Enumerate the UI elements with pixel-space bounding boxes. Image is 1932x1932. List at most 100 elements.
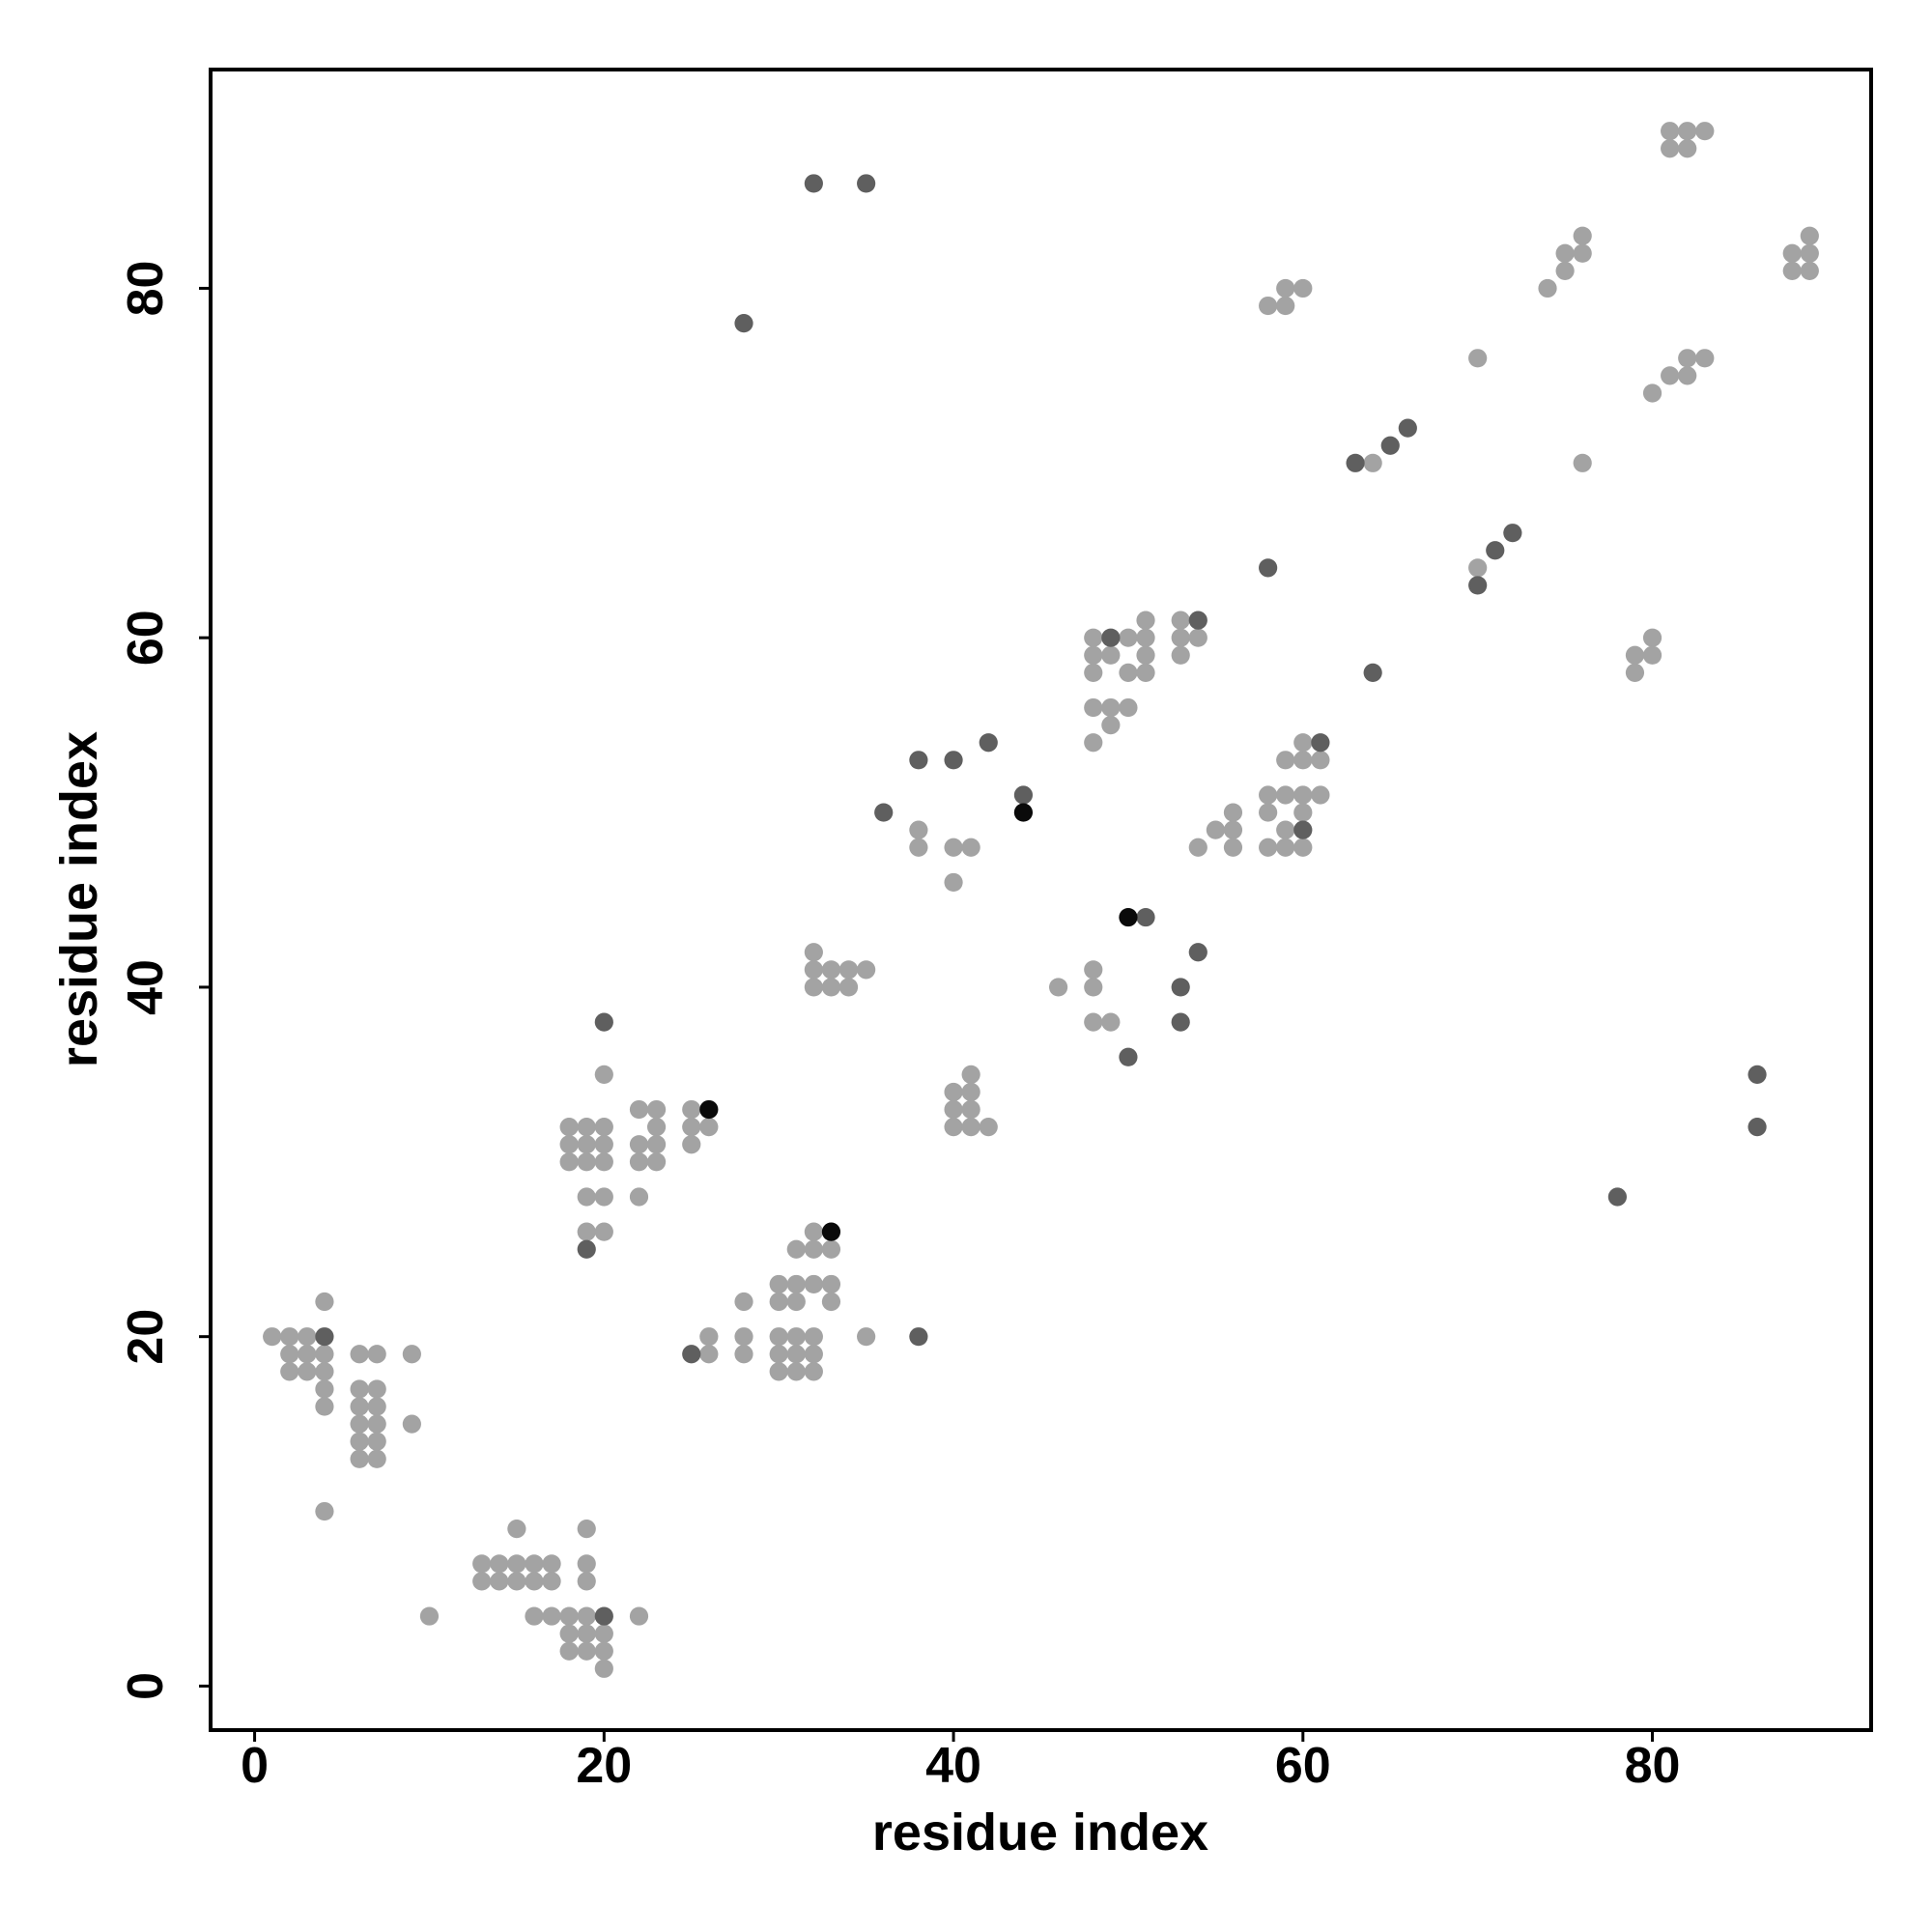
point (1468, 349, 1488, 368)
point (577, 1118, 596, 1137)
point (577, 1641, 596, 1661)
point (525, 1554, 544, 1574)
x-tick-label: 80 (1625, 1738, 1681, 1794)
point (804, 1222, 823, 1241)
point (1084, 697, 1103, 718)
point (1101, 628, 1121, 647)
point (1468, 576, 1488, 595)
point (944, 1082, 963, 1102)
point (734, 1345, 753, 1364)
point (1800, 243, 1819, 263)
point (682, 1099, 701, 1120)
point (507, 1572, 526, 1591)
point (821, 960, 841, 980)
point (646, 1152, 667, 1172)
point (1555, 261, 1575, 280)
point (1276, 785, 1295, 805)
point (1800, 226, 1819, 245)
point (315, 1397, 334, 1416)
point (769, 1327, 788, 1347)
point (909, 820, 928, 839)
point (1555, 243, 1575, 263)
point (1259, 803, 1278, 822)
point (961, 1065, 980, 1084)
point (577, 1187, 596, 1207)
point (1695, 122, 1715, 141)
point (944, 838, 963, 857)
point (1468, 558, 1488, 578)
point (594, 1012, 613, 1032)
point (961, 838, 980, 857)
point (559, 1624, 579, 1643)
point (559, 1606, 579, 1626)
point (1171, 628, 1190, 647)
point (821, 978, 841, 997)
point (1678, 366, 1697, 385)
x-tick-label: 40 (925, 1738, 981, 1794)
point (804, 1239, 823, 1259)
point (804, 978, 823, 997)
y-tick-label: 20 (118, 1309, 174, 1365)
point (1101, 697, 1121, 718)
point (1625, 645, 1645, 665)
point (542, 1554, 561, 1574)
point (1084, 628, 1103, 647)
point (1259, 838, 1278, 857)
y-tick-label: 60 (118, 610, 174, 666)
point (525, 1572, 544, 1591)
point (577, 1606, 596, 1626)
point (1136, 628, 1155, 647)
point (786, 1345, 806, 1364)
point (1293, 838, 1313, 857)
point (1661, 139, 1680, 158)
point (367, 1432, 386, 1451)
point (1573, 243, 1592, 263)
point (263, 1327, 282, 1347)
point (804, 1362, 823, 1381)
point (350, 1449, 369, 1468)
point (629, 1135, 649, 1154)
point (1607, 1187, 1627, 1207)
point (699, 1345, 719, 1364)
point (979, 733, 998, 753)
point (542, 1572, 561, 1591)
point (646, 1118, 667, 1137)
point (1084, 978, 1103, 997)
point (1642, 628, 1662, 647)
point (1293, 803, 1313, 822)
point (1538, 278, 1557, 298)
point (1486, 541, 1505, 560)
point (629, 1606, 649, 1626)
point (490, 1572, 509, 1591)
point (298, 1362, 317, 1381)
point (472, 1554, 492, 1574)
point (280, 1362, 299, 1381)
point (1013, 785, 1034, 805)
point (699, 1099, 719, 1120)
point (1171, 611, 1190, 630)
point (1101, 645, 1121, 665)
point (594, 1118, 613, 1137)
x-axis-label: residue index (872, 1804, 1208, 1861)
point (1293, 820, 1313, 839)
point (682, 1118, 701, 1137)
point (804, 960, 823, 980)
point (1119, 628, 1138, 647)
point (1084, 663, 1103, 682)
point (1259, 785, 1278, 805)
point (1119, 907, 1138, 927)
point (804, 1327, 823, 1347)
point (734, 1292, 753, 1312)
x-tick-label: 60 (1275, 1738, 1331, 1794)
point (1048, 978, 1068, 997)
point (961, 1082, 980, 1102)
y-tick-label: 80 (118, 261, 174, 317)
point (1223, 820, 1243, 839)
point (646, 1099, 667, 1120)
point (769, 1362, 788, 1381)
point (1398, 418, 1417, 438)
point (1747, 1118, 1767, 1137)
point (944, 751, 963, 770)
point (1188, 611, 1208, 630)
point (577, 1572, 596, 1591)
